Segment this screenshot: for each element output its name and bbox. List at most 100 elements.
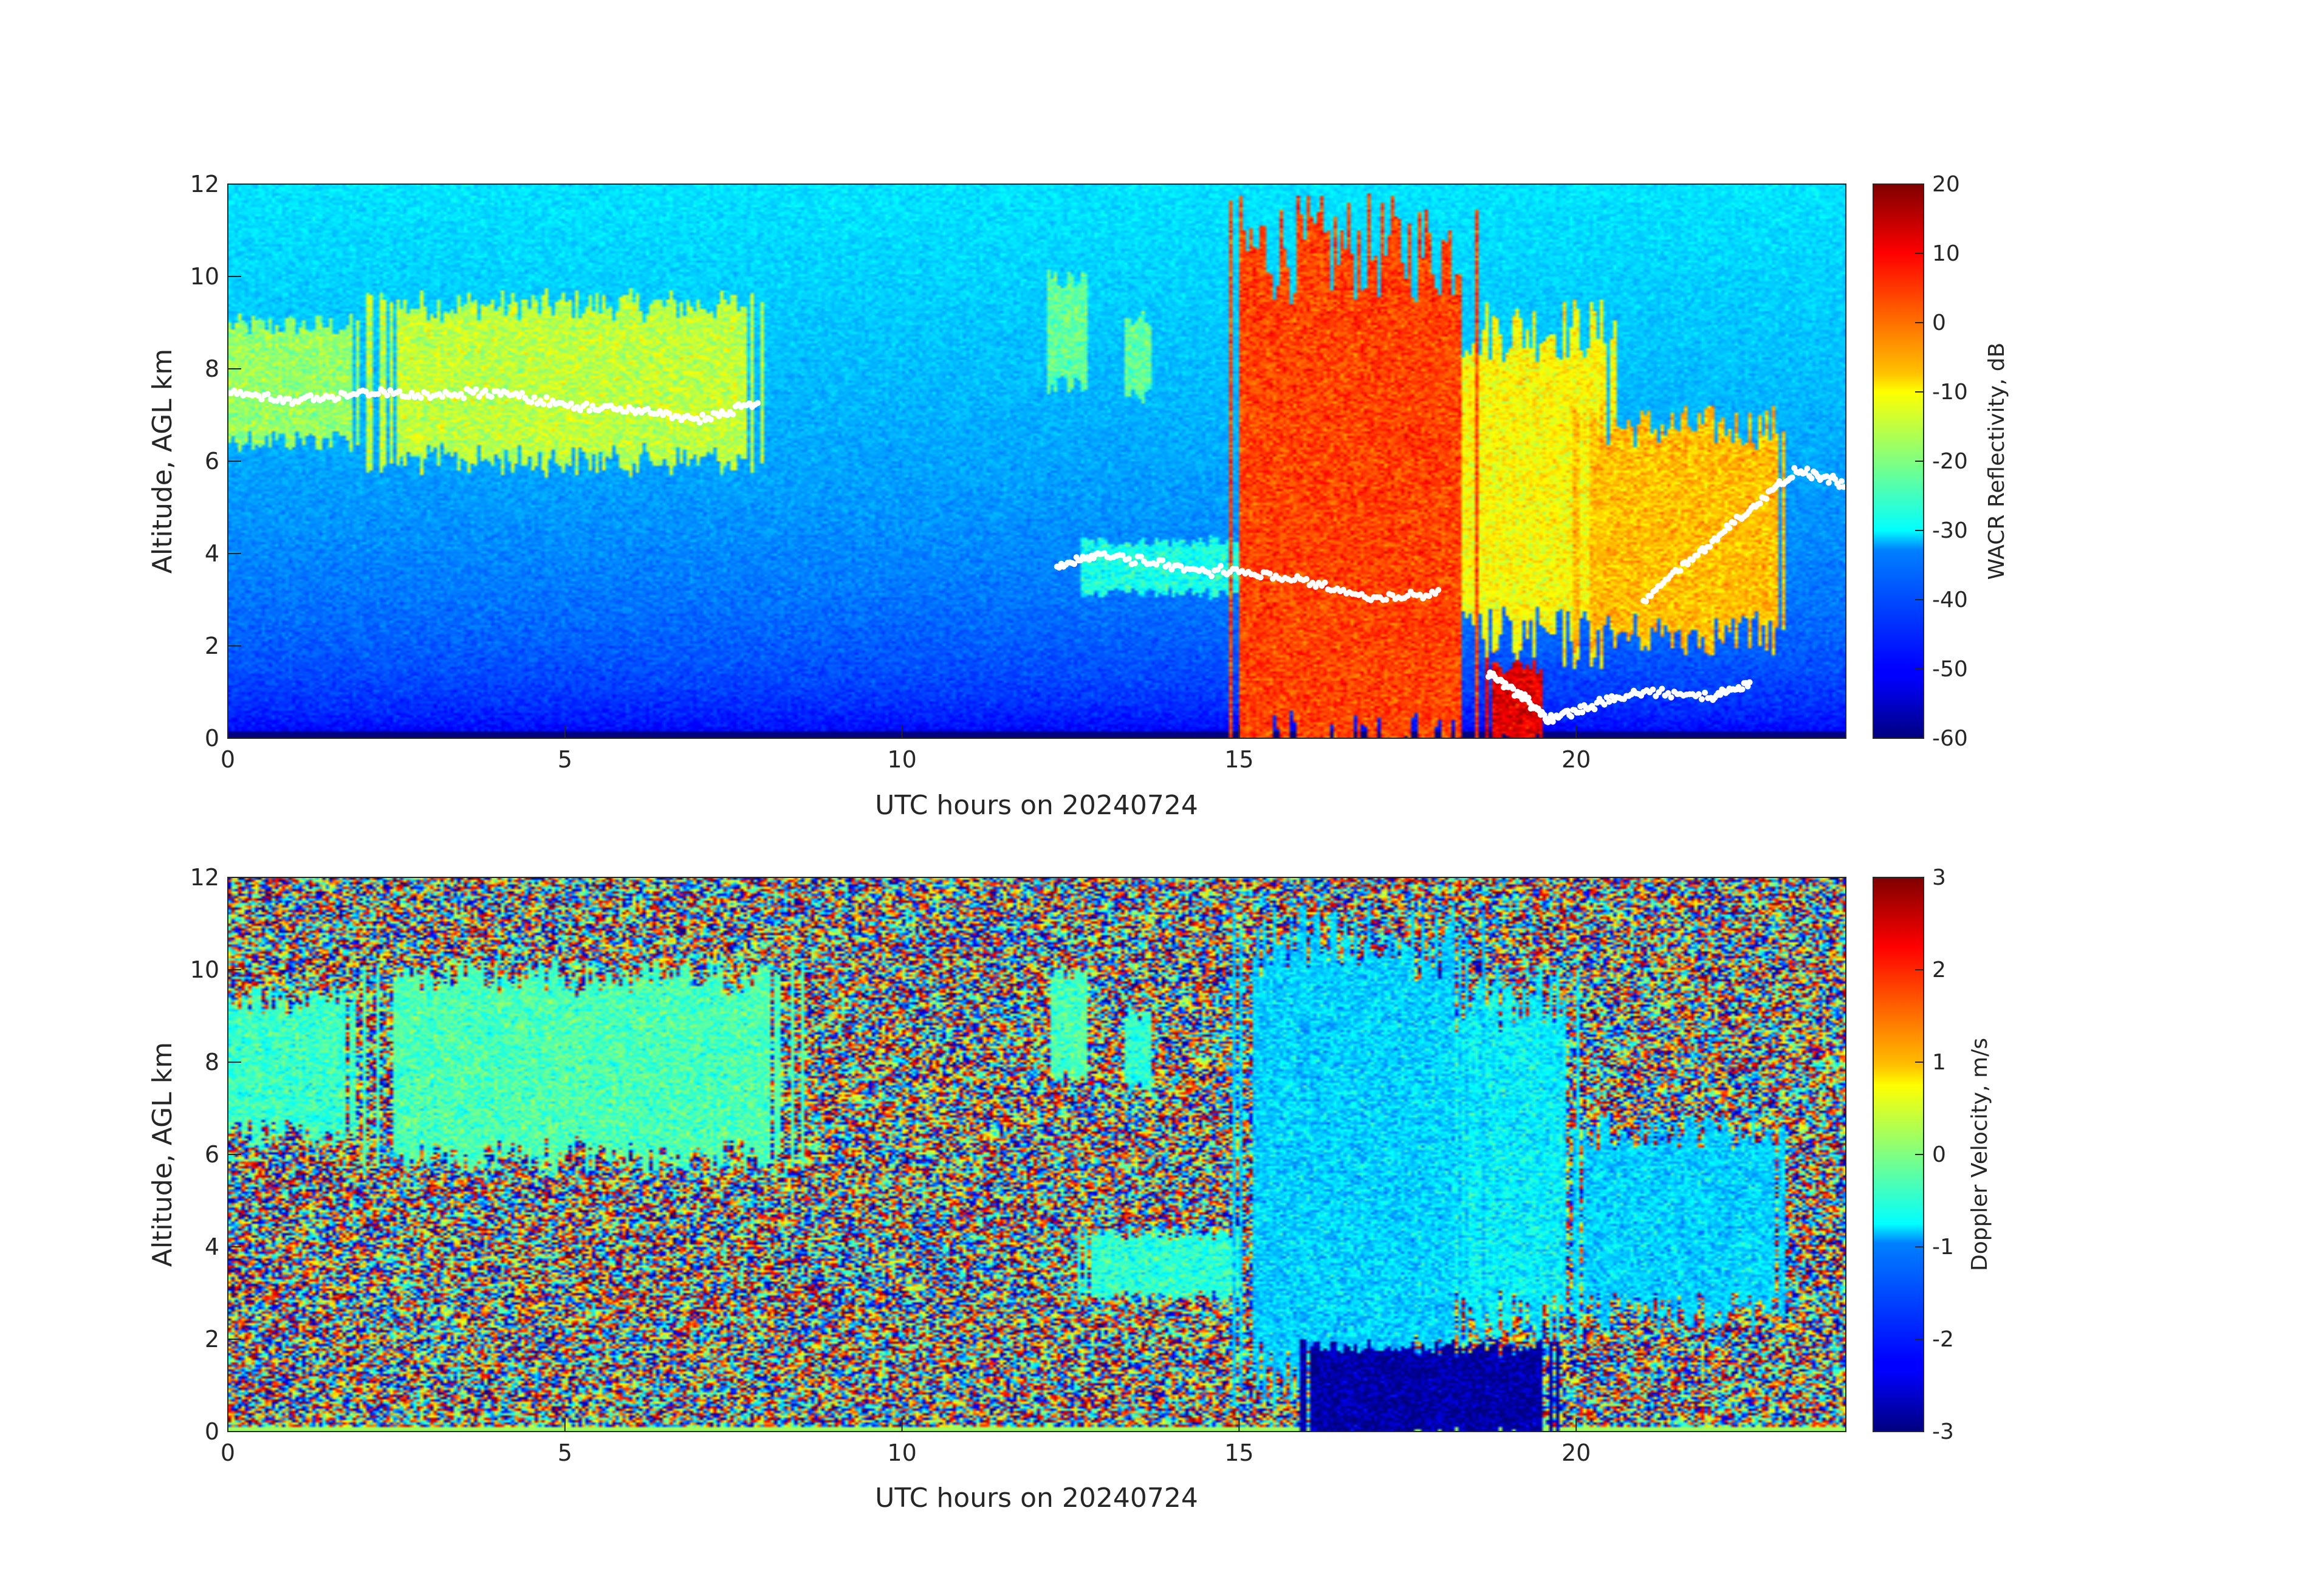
colorbar-tick-label: 3 [1932,865,1946,890]
ceilometer-point [1684,561,1691,568]
ceilometer-point [730,411,736,418]
reflectivity-panel: 0 5 10 15 20 0 2 4 6 8 10 12 UTC hours on 20240724… [147,171,2009,821]
ceilometer-point [1643,598,1650,605]
ceilometer-point [1321,579,1328,586]
ceilometer-point [1549,718,1556,725]
ceilometer-point [1836,484,1843,490]
ceilometer-point [1266,570,1273,577]
ceilometer-point [1153,561,1160,568]
ceilometer-point [473,386,479,393]
ceilometer-point [1694,552,1701,558]
ceilometer-point [1757,500,1763,507]
ceilometer-point [540,401,547,408]
ceilometer-point [1568,713,1575,720]
x-tick-label: 0 [221,746,235,773]
ceilometer-point [1591,706,1598,713]
ceilometer-point [1832,476,1839,482]
y-tick-label: 0 [205,1418,219,1445]
colorbar-tick-label: -60 [1932,726,1968,751]
colorbar-tick-label: 20 [1932,172,1960,197]
ceilometer-point [1579,709,1586,716]
x-tick-label: 0 [221,1439,235,1466]
reflectivity-colorbar-label: WACR Reflectivity, dB [1984,343,2009,580]
colorbar-tick-label: 2 [1932,958,1946,983]
reflectivity-heatmap [228,184,1846,738]
ceilometer-point [1702,548,1708,555]
y-tick-label: 0 [205,725,219,752]
ceilometer-point [666,410,673,417]
y-tick-label: 6 [205,1141,219,1168]
ceilometer-point [1257,574,1264,581]
reflectivity-x-label: UTC hours on 20240724 [875,790,1198,821]
ceilometer-point [1601,701,1608,708]
x-tick-label: 10 [887,1439,916,1466]
ceilometer-point [1714,537,1721,543]
ceilometer-point [1119,552,1126,558]
ceilometer-point [1746,679,1753,685]
ceilometer-point [543,394,550,400]
y-tick-label: 10 [190,263,219,290]
doppler-x-ticks: 0 5 10 15 20 [221,1418,1591,1466]
ceilometer-point [1695,691,1702,698]
ceilometer-point [1659,685,1665,692]
ceilometer-point [1726,525,1733,531]
doppler-heatmap [228,877,1846,1432]
ceilometer-points-layer [225,386,1847,725]
y-tick-label: 12 [190,171,219,197]
ceilometer-point [408,389,415,396]
ceilometer-point [396,388,403,394]
ceilometer-point [1435,587,1442,593]
y-tick-label: 6 [205,448,219,475]
y-tick-label: 4 [205,540,219,567]
ceilometer-point [384,392,391,399]
ceilometer-point [482,387,488,394]
ceilometer-point [1702,690,1708,696]
ceilometer-point [1606,698,1613,705]
ceilometer-point [307,392,314,399]
ceilometer-point [1525,695,1532,701]
ceilometer-point [1804,465,1811,472]
ceilometer-point [699,411,706,418]
ceilometer-point [1218,563,1224,569]
colorbar-tick-label: -50 [1932,657,1968,682]
ceilometer-point [439,394,445,400]
colorbar-tick-label: -3 [1932,1419,1954,1444]
ceilometer-point [645,405,651,412]
ceilometer-point [696,419,703,426]
reflectivity-y-label: Altitude, AGL km [147,349,178,574]
ceilometer-point [1303,575,1310,582]
colorbar-tick-label: 0 [1932,1142,1946,1167]
ceilometer-point [1717,691,1724,698]
ceilometer-point [1159,557,1166,563]
ceilometer-point [1125,555,1132,562]
ceilometer-point [1707,543,1713,550]
ceilometer-point [1731,520,1738,526]
ceilometer-point [707,416,714,423]
x-tick-label: 10 [887,746,916,773]
reflectivity-colorbar-ticks: 20 10 0 -10 -20 -30 -40 -50 -60 [1915,172,1968,751]
doppler-y-ticks: 0 2 4 6 8 10 12 [190,864,241,1445]
doppler-colorbar-label: Doppler Velocity, m/s [1967,1038,1992,1271]
ceilometer-point [1808,475,1815,482]
ceilometer-point [1177,563,1184,569]
ceilometer-point [1789,474,1795,481]
ceilometer-point [716,413,722,419]
ceilometer-point [1071,561,1077,568]
ceilometer-point [583,400,590,406]
colorbar-tick-label: -30 [1932,518,1968,543]
ceilometer-point [528,399,535,405]
ceilometer-point [488,394,495,400]
ceilometer-point [1650,686,1656,693]
y-tick-label: 8 [205,1049,219,1075]
ceilometer-point [567,400,574,406]
colorbar-tick-label: -2 [1932,1327,1954,1352]
ceilometer-point [1131,560,1138,566]
ceilometer-point [458,391,464,397]
colorbar-tick-label: -1 [1932,1235,1954,1260]
ceilometer-point [586,407,593,414]
ceilometer-point [375,391,382,397]
ceilometer-point [1648,592,1654,599]
colorbar-tick-label: -20 [1932,449,1968,474]
y-tick-label: 12 [190,864,219,891]
